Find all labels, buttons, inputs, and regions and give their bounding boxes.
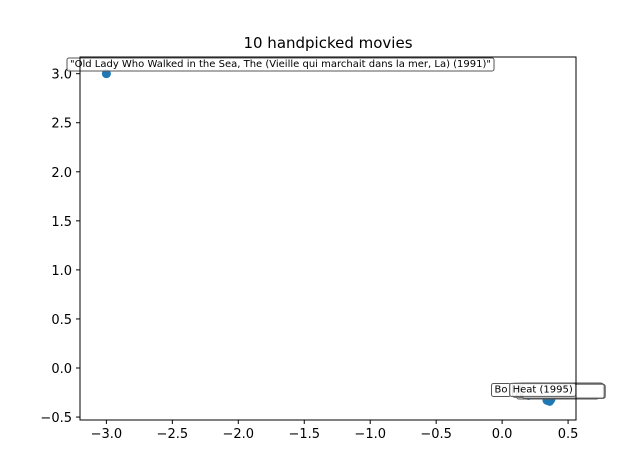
y-axis-ticks: 3.0 2.5 2.0 1.5 1.0 0.5 0.0 −0.5 (40, 68, 80, 426)
y-tick-label: 2.0 (51, 166, 72, 181)
y-tick-label: 1.0 (51, 264, 72, 279)
x-tick-label: 0.5 (558, 427, 579, 442)
axes-frame (79, 56, 577, 421)
annotation-label: Heat (1995) (513, 384, 573, 395)
y-tick-label: 0.5 (51, 313, 72, 328)
x-tick-label: −2.0 (223, 427, 255, 442)
y-tick-label: −0.5 (40, 411, 72, 426)
annotation: Heat (1995) (509, 382, 577, 397)
x-tick-label: −0.5 (420, 427, 452, 442)
x-tick-label: −2.5 (157, 427, 189, 442)
y-tick-label: 2.5 (51, 117, 72, 132)
y-tick-label: 1.5 (51, 215, 72, 230)
x-tick-label: 0.0 (492, 427, 513, 442)
chart-title: 10 handpicked movies (243, 34, 412, 52)
annotation-box (66, 57, 495, 72)
x-axis-ticks: −3.0 −2.5 −2.0 −1.5 −1.0 −0.5 0.0 0.5 (91, 420, 579, 442)
annotation-label: Bo (495, 384, 508, 395)
y-tick-label: 0.0 (51, 362, 72, 377)
x-tick-label: −1.5 (288, 427, 320, 442)
point-annotations: "Old Lady Who Walked in the Sea, The (Vi… (66, 57, 606, 400)
annotation: "Old Lady Who Walked in the Sea, The (Vi… (66, 57, 495, 72)
annotation-label: "Old Lady Who Walked in the Sea, The (Vi… (70, 59, 491, 70)
annotation: Bo (491, 382, 511, 397)
x-tick-label: −3.0 (91, 427, 123, 442)
x-tick-label: −1.0 (354, 427, 386, 442)
y-tick-label: 3.0 (51, 68, 72, 83)
